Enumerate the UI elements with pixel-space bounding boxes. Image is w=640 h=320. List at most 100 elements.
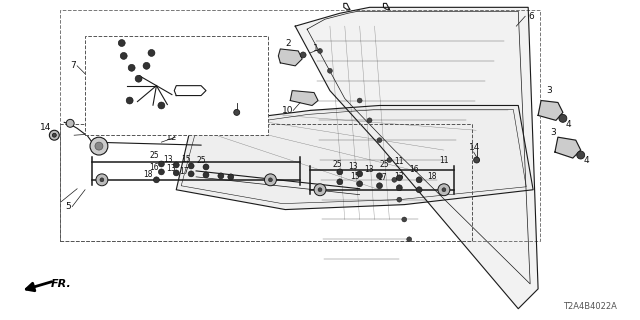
Circle shape (396, 175, 403, 181)
Circle shape (188, 171, 194, 177)
Circle shape (126, 97, 133, 104)
Circle shape (90, 137, 108, 155)
Text: 20: 20 (152, 68, 162, 77)
Text: 25: 25 (150, 150, 159, 160)
Text: T2A4B4022A: T2A4B4022A (564, 302, 618, 311)
Text: 15: 15 (349, 172, 360, 181)
Circle shape (95, 142, 103, 150)
Text: 8: 8 (243, 103, 248, 112)
Circle shape (402, 217, 407, 222)
Circle shape (416, 187, 422, 193)
Circle shape (376, 173, 383, 179)
Text: 13: 13 (166, 164, 176, 173)
Circle shape (268, 178, 273, 182)
Circle shape (203, 172, 209, 178)
Polygon shape (538, 100, 563, 120)
Text: 3: 3 (550, 128, 556, 137)
Polygon shape (176, 106, 533, 210)
Circle shape (118, 40, 125, 46)
Circle shape (376, 183, 383, 189)
Text: 13: 13 (394, 172, 404, 181)
Circle shape (407, 237, 412, 242)
Circle shape (128, 64, 135, 71)
Circle shape (314, 184, 326, 196)
Circle shape (387, 157, 392, 163)
Circle shape (367, 118, 372, 123)
Polygon shape (295, 7, 538, 309)
Text: 4: 4 (566, 120, 572, 129)
Circle shape (396, 185, 403, 191)
Bar (60, 10, 540, 241)
Bar (85, 36, 268, 135)
Text: 18: 18 (427, 172, 436, 181)
Polygon shape (291, 91, 318, 106)
Circle shape (442, 188, 446, 192)
Circle shape (264, 174, 276, 186)
Circle shape (173, 170, 179, 176)
Circle shape (49, 130, 60, 140)
Text: 15: 15 (181, 155, 191, 164)
Text: 25: 25 (333, 160, 342, 170)
Circle shape (154, 177, 159, 183)
Text: 17: 17 (179, 167, 189, 176)
Circle shape (392, 177, 397, 182)
Bar (60, 124, 472, 241)
Circle shape (356, 171, 363, 177)
Text: FR.: FR. (51, 279, 71, 289)
Circle shape (228, 174, 234, 180)
Text: 3: 3 (546, 86, 552, 95)
Circle shape (143, 62, 150, 69)
Circle shape (135, 75, 142, 82)
Text: 10: 10 (282, 106, 294, 115)
Text: 13: 13 (163, 155, 173, 164)
Text: 17: 17 (378, 173, 387, 182)
Text: 5: 5 (65, 202, 71, 211)
Circle shape (416, 177, 422, 183)
Circle shape (120, 52, 127, 60)
Circle shape (356, 181, 363, 187)
Circle shape (337, 169, 343, 175)
Text: 14: 14 (40, 123, 52, 132)
Circle shape (474, 157, 479, 163)
Text: 14: 14 (228, 95, 240, 104)
Circle shape (158, 102, 165, 109)
Text: 16: 16 (409, 165, 419, 174)
Circle shape (438, 184, 450, 196)
Text: 7: 7 (70, 61, 76, 70)
Text: 14: 14 (468, 143, 480, 152)
Text: 22: 22 (110, 79, 120, 88)
Text: 11: 11 (394, 157, 404, 166)
Text: 21: 21 (141, 45, 152, 54)
Circle shape (159, 161, 164, 167)
Text: 18: 18 (143, 170, 153, 180)
Circle shape (96, 174, 108, 186)
Circle shape (188, 163, 194, 169)
Text: 4: 4 (584, 156, 589, 164)
Circle shape (559, 114, 567, 122)
Circle shape (52, 133, 56, 137)
Circle shape (148, 50, 155, 56)
Text: 11: 11 (439, 156, 449, 164)
Circle shape (317, 48, 323, 53)
Text: 6: 6 (528, 12, 534, 21)
Circle shape (328, 68, 332, 73)
Text: 19: 19 (112, 58, 122, 67)
Text: 13: 13 (348, 163, 357, 172)
Polygon shape (278, 49, 302, 66)
Circle shape (357, 98, 362, 103)
Text: 12: 12 (166, 133, 178, 142)
Text: 25: 25 (196, 156, 205, 164)
Circle shape (377, 138, 382, 143)
Text: 23: 23 (122, 38, 132, 48)
Circle shape (100, 178, 104, 182)
Text: 24: 24 (186, 86, 196, 95)
Circle shape (203, 164, 209, 170)
Circle shape (66, 119, 74, 127)
Circle shape (234, 109, 240, 116)
Text: 1: 1 (313, 44, 319, 53)
Circle shape (577, 151, 585, 159)
Text: 25: 25 (380, 160, 389, 170)
Text: 2: 2 (285, 38, 291, 48)
Circle shape (397, 197, 402, 202)
Circle shape (318, 188, 322, 192)
